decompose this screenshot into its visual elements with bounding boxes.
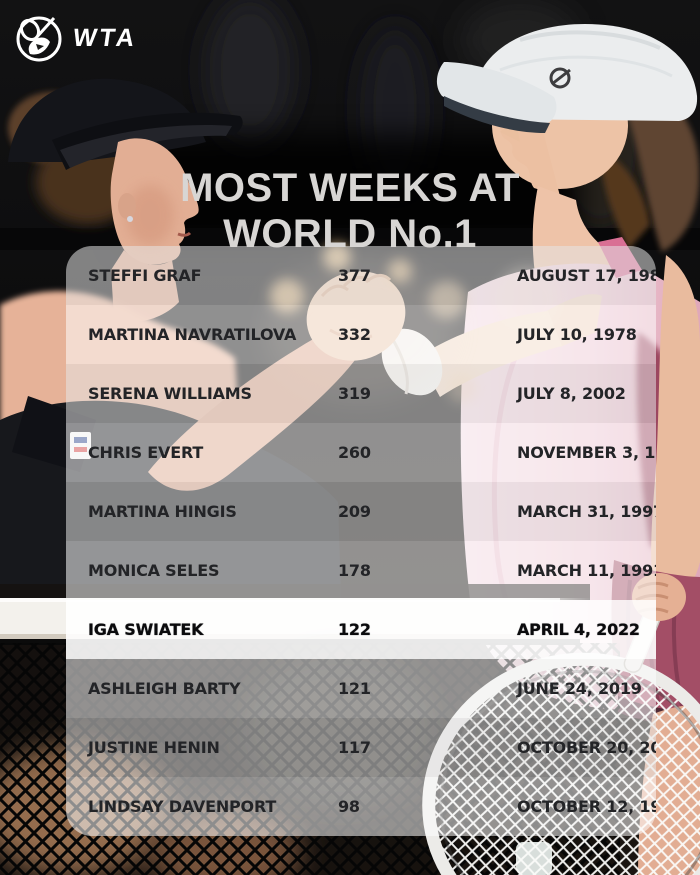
weeks-value: 377 [338,266,371,285]
table-row: SERENA WILLIAMS 319 JULY 8, 2002 [66,364,656,423]
record-date: MARCH 31, 1997 [517,502,656,521]
weeks-value: 117 [338,738,371,757]
table-row: MARTINA NAVRATILOVA 332 JULY 10, 1978 [66,305,656,364]
weeks-value: 98 [338,797,360,816]
player-name: IGA SWIATEK [88,620,204,639]
weeks-value: 122 [338,620,371,639]
weeks-value: 121 [338,679,371,698]
player-name: CHRIS EVERT [88,443,204,462]
record-date: JUNE 24, 2019 [517,679,642,698]
table-row: ASHLEIGH BARTY 121 JUNE 24, 2019 [66,659,656,718]
weeks-value: 209 [338,502,371,521]
player-name: ASHLEIGH BARTY [88,679,241,698]
record-date: MARCH 11, 1991 [517,561,656,580]
weeks-value: 319 [338,384,371,403]
table-row: LINDSAY DAVENPORT 98 OCTOBER 12, 1998 [66,777,656,836]
record-date: JULY 8, 2002 [517,384,626,403]
table-row-highlighted: IGA SWIATEK 122 APRIL 4, 2022 [66,600,656,659]
table-row: MONICA SELES 178 MARCH 11, 1991 [66,541,656,600]
player-name: JUSTINE HENIN [88,738,220,757]
record-date: OCTOBER 12, 1998 [517,797,656,816]
player-name: STEFFI GRAF [88,266,202,285]
table-row: JUSTINE HENIN 117 OCTOBER 20, 2003 [66,718,656,777]
table-row: STEFFI GRAF 377 AUGUST 17, 1987 [66,246,656,305]
title-line-2: WORLD No.1 [223,212,477,257]
player-name: MARTINA NAVRATILOVA [88,325,297,344]
player-name: LINDSAY DAVENPORT [88,797,277,816]
weeks-value: 260 [338,443,371,462]
record-date: APRIL 4, 2022 [517,620,640,639]
stats-panel: STEFFI GRAF 377 AUGUST 17, 1987 MARTINA … [66,246,656,836]
record-date: NOVEMBER 3, 1975 [517,443,656,462]
table-row: MARTINA HINGIS 209 MARCH 31, 1997 [66,482,656,541]
title-line-1: MOST WEEKS AT [180,166,520,210]
wta-wordmark: WTA [71,23,140,52]
record-date: JULY 10, 1978 [517,325,637,344]
wta-logo: WTA [14,12,140,64]
player-name: MARTINA HINGIS [88,502,237,521]
wta-logo-icon [16,16,62,62]
weeks-value: 332 [338,325,371,344]
record-date: OCTOBER 20, 2003 [517,738,656,757]
weeks-value: 178 [338,561,371,580]
player-name: MONICA SELES [88,561,220,580]
table-row: CHRIS EVERT 260 NOVEMBER 3, 1975 [66,423,656,482]
record-date: AUGUST 17, 1987 [517,266,656,285]
player-name: SERENA WILLIAMS [88,384,252,403]
page-title: MOST WEEKS AT WORLD No.1 [0,165,700,258]
